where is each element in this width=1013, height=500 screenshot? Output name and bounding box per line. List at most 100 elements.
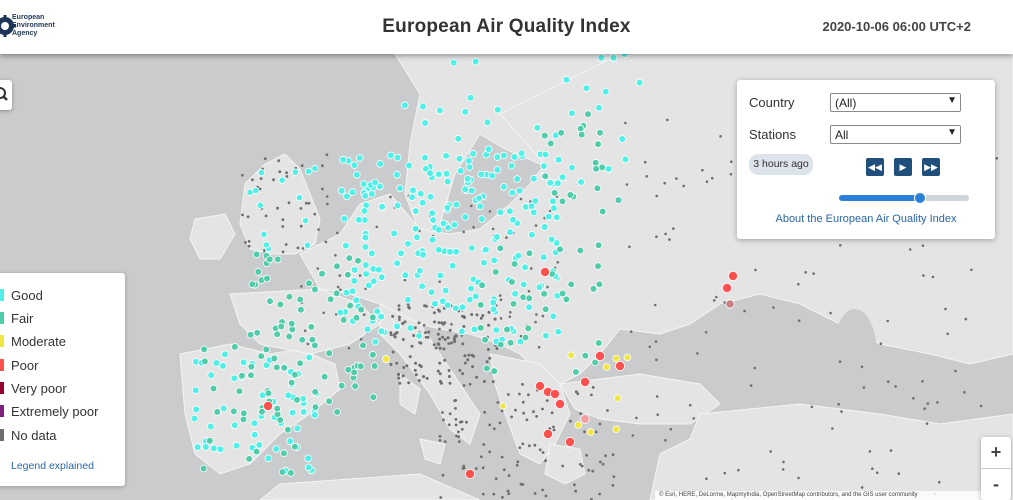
station-marker[interactable] xyxy=(272,178,275,182)
station-marker[interactable] xyxy=(545,399,549,402)
station-marker[interactable] xyxy=(964,317,968,321)
station-marker[interactable] xyxy=(362,270,370,278)
station-marker[interactable] xyxy=(213,408,222,416)
station-marker[interactable] xyxy=(397,304,401,308)
station-marker[interactable] xyxy=(970,268,973,272)
station-marker[interactable] xyxy=(574,489,578,493)
station-marker[interactable] xyxy=(487,310,491,314)
station-marker[interactable] xyxy=(436,308,440,312)
station-marker[interactable] xyxy=(508,188,517,197)
station-marker[interactable] xyxy=(492,492,496,496)
station-marker[interactable] xyxy=(565,436,576,447)
about-aqi-link[interactable]: About the European Air Quality Index xyxy=(775,213,957,225)
station-marker[interactable] xyxy=(324,240,328,244)
station-marker[interactable] xyxy=(311,164,319,173)
station-marker[interactable] xyxy=(316,267,320,270)
station-marker[interactable] xyxy=(715,295,718,299)
station-marker[interactable] xyxy=(595,280,604,289)
station-marker[interactable] xyxy=(550,411,554,415)
station-marker[interactable] xyxy=(635,416,638,420)
station-marker[interactable] xyxy=(462,384,466,387)
station-marker[interactable] xyxy=(429,216,437,224)
station-marker[interactable] xyxy=(424,335,428,339)
station-marker[interactable] xyxy=(207,371,216,379)
station-marker[interactable] xyxy=(478,281,486,290)
station-marker[interactable] xyxy=(426,193,435,201)
station-marker[interactable] xyxy=(729,172,733,176)
station-marker[interactable] xyxy=(839,244,842,247)
station-marker[interactable] xyxy=(354,216,363,224)
station-marker[interactable] xyxy=(543,428,554,439)
station-marker[interactable] xyxy=(414,361,418,365)
station-marker[interactable] xyxy=(352,313,361,322)
station-marker[interactable] xyxy=(556,245,564,254)
station-marker[interactable] xyxy=(567,351,575,360)
station-marker[interactable] xyxy=(449,59,458,67)
station-marker[interactable] xyxy=(336,285,340,289)
station-marker[interactable] xyxy=(481,314,485,318)
station-marker[interactable] xyxy=(402,366,406,369)
station-marker[interactable] xyxy=(422,375,426,379)
station-marker[interactable] xyxy=(664,438,667,442)
station-marker[interactable] xyxy=(558,173,567,181)
station-marker[interactable] xyxy=(554,327,562,336)
station-marker[interactable] xyxy=(598,460,602,464)
station-marker[interactable] xyxy=(397,315,401,319)
station-marker[interactable] xyxy=(376,160,385,168)
station-marker[interactable] xyxy=(401,322,405,325)
station-marker[interactable] xyxy=(539,253,548,262)
station-marker[interactable] xyxy=(436,369,440,373)
station-marker[interactable] xyxy=(470,353,474,357)
station-marker[interactable] xyxy=(515,187,524,195)
station-marker[interactable] xyxy=(212,359,221,367)
station-marker[interactable] xyxy=(601,462,605,466)
station-marker[interactable] xyxy=(407,305,411,309)
station-marker[interactable] xyxy=(339,288,342,291)
station-marker[interactable] xyxy=(299,224,303,228)
station-marker[interactable] xyxy=(407,381,411,385)
station-marker[interactable] xyxy=(470,204,473,208)
station-marker[interactable] xyxy=(493,317,497,321)
station-marker[interactable] xyxy=(272,445,281,453)
station-marker[interactable] xyxy=(350,161,359,169)
station-marker[interactable] xyxy=(403,278,407,282)
station-marker[interactable] xyxy=(797,319,801,323)
station-marker[interactable] xyxy=(405,161,413,170)
station-marker[interactable] xyxy=(509,215,517,224)
station-marker[interactable] xyxy=(405,364,409,368)
station-marker[interactable] xyxy=(507,161,516,170)
station-marker[interactable] xyxy=(591,469,595,473)
station-marker[interactable] xyxy=(507,474,511,478)
station-marker[interactable] xyxy=(492,427,496,431)
station-marker[interactable] xyxy=(612,475,616,478)
station-marker[interactable] xyxy=(655,194,658,198)
station-marker[interactable] xyxy=(369,393,378,401)
station-marker[interactable] xyxy=(797,476,800,480)
station-marker[interactable] xyxy=(256,201,264,209)
station-marker[interactable] xyxy=(527,202,536,210)
station-marker[interactable] xyxy=(442,170,451,178)
station-marker[interactable] xyxy=(343,270,352,279)
station-marker[interactable] xyxy=(535,380,546,391)
station-marker[interactable] xyxy=(352,296,361,304)
station-marker[interactable] xyxy=(586,428,595,436)
station-marker[interactable] xyxy=(580,464,584,468)
station-marker[interactable] xyxy=(273,404,282,413)
station-marker[interactable] xyxy=(299,408,308,416)
station-marker[interactable] xyxy=(593,184,602,193)
station-marker[interactable] xyxy=(432,311,436,315)
station-marker[interactable] xyxy=(648,345,652,349)
station-marker[interactable] xyxy=(889,449,893,452)
station-marker[interactable] xyxy=(401,374,405,378)
zoom-in-button[interactable]: + xyxy=(981,437,1011,469)
station-marker[interactable] xyxy=(491,380,495,384)
station-marker[interactable] xyxy=(546,179,554,187)
station-marker[interactable] xyxy=(428,235,437,244)
station-marker[interactable] xyxy=(594,430,598,434)
rewind-button[interactable]: ◀◀ xyxy=(866,158,884,176)
station-marker[interactable] xyxy=(239,358,248,367)
station-marker[interactable] xyxy=(936,401,939,404)
station-marker[interactable] xyxy=(925,422,929,425)
station-marker[interactable] xyxy=(247,371,255,380)
station-marker[interactable] xyxy=(301,217,310,225)
